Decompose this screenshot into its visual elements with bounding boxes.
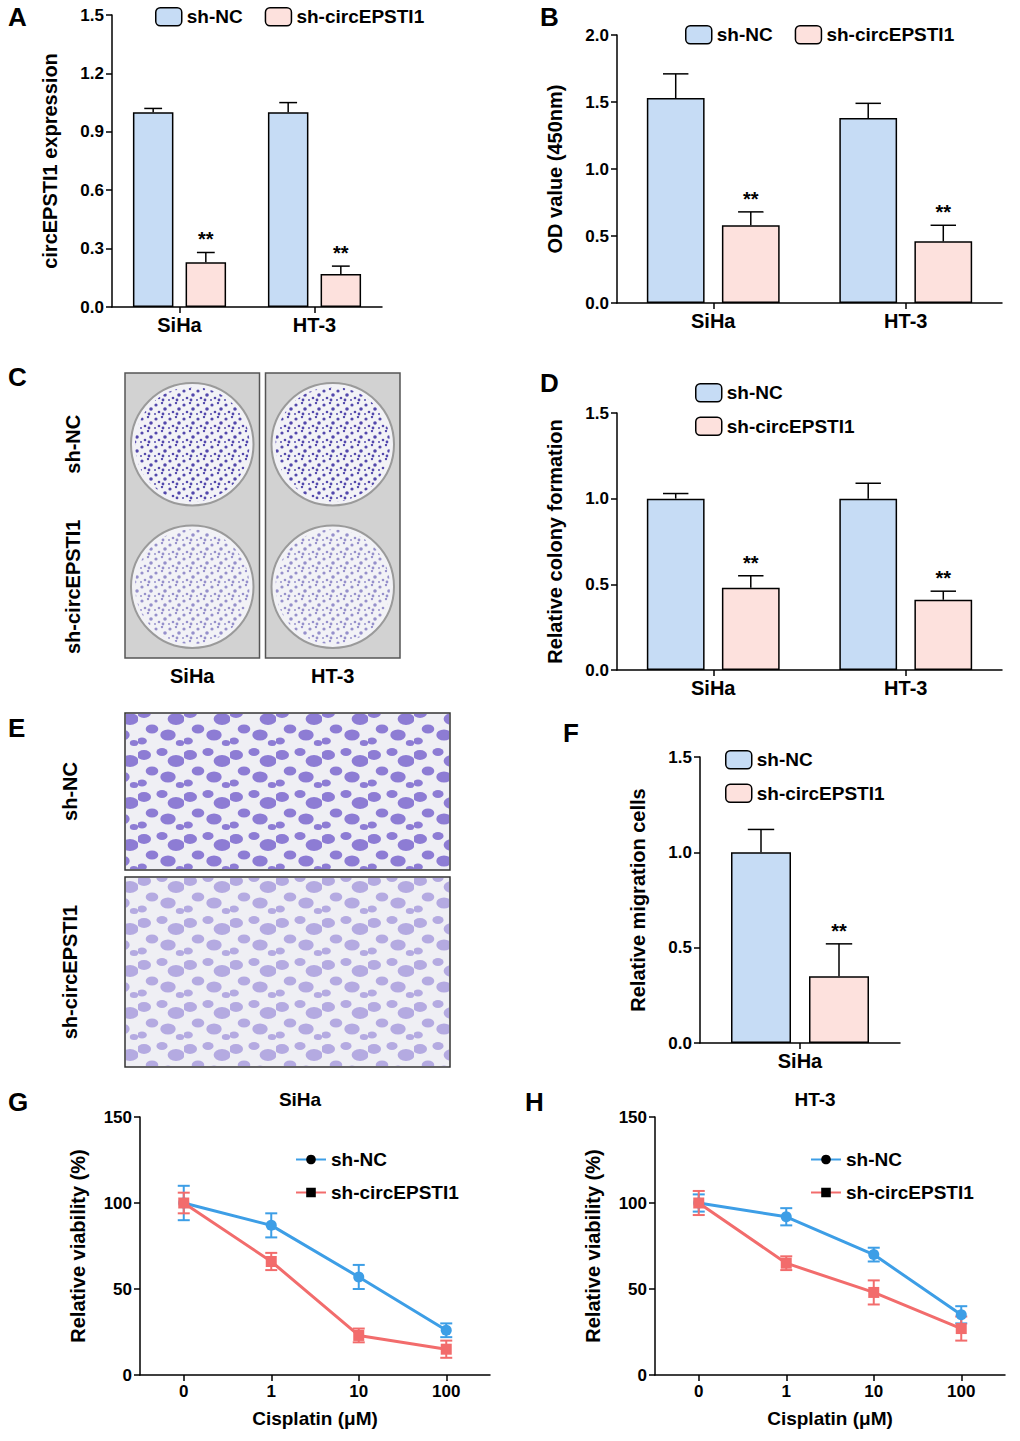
html-text:H: H	[525, 1087, 544, 1117]
svg-text:0.5: 0.5	[585, 575, 609, 594]
svg-text:**: **	[333, 242, 349, 264]
svg-text:Relative viability (%): Relative viability (%)	[582, 1149, 604, 1342]
svg-text:SiHa: SiHa	[778, 1050, 823, 1072]
svg-text:100: 100	[619, 1194, 647, 1213]
svg-text:50: 50	[113, 1280, 132, 1299]
svg-text:**: **	[935, 567, 951, 589]
svg-text:100: 100	[432, 1382, 460, 1401]
svg-text:1.5: 1.5	[585, 404, 609, 423]
svg-text:sh-NC: sh-NC	[62, 415, 84, 474]
svg-text:Cisplatin (μM): Cisplatin (μM)	[252, 1408, 378, 1429]
html-text:B: B	[540, 2, 559, 32]
svg-text:**: **	[743, 552, 759, 574]
svg-text:sh-circEPSTI1: sh-circEPSTI1	[846, 1182, 974, 1203]
svg-text:SiHa: SiHa	[157, 314, 202, 336]
svg-text:100: 100	[947, 1382, 975, 1401]
svg-text:2.0: 2.0	[585, 26, 609, 45]
svg-text:sh-circEPSTI1: sh-circEPSTI1	[62, 519, 84, 654]
svg-text:SiHa: SiHa	[170, 665, 215, 687]
svg-text:sh-NC: sh-NC	[59, 762, 81, 821]
svg-text:sh-NC: sh-NC	[757, 749, 813, 770]
svg-text:150: 150	[619, 1108, 647, 1127]
svg-text:sh-NC: sh-NC	[187, 6, 243, 27]
svg-text:HT-3: HT-3	[884, 310, 927, 332]
svg-text:1.5: 1.5	[80, 6, 104, 25]
svg-text:0.0: 0.0	[585, 294, 609, 313]
html-text:A: A	[8, 2, 27, 32]
svg-text:1: 1	[267, 1382, 276, 1401]
svg-text:HT-3: HT-3	[293, 314, 336, 336]
svg-text:circEPSTI1 expression: circEPSTI1 expression	[39, 53, 61, 269]
svg-text:1.5: 1.5	[668, 748, 692, 767]
svg-text:10: 10	[349, 1382, 368, 1401]
svg-text:sh-circEPSTI1: sh-circEPSTI1	[757, 783, 885, 804]
html-text:F: F	[563, 718, 579, 748]
svg-text:0.0: 0.0	[80, 298, 104, 317]
html-text:E: E	[8, 713, 26, 743]
svg-text:sh-NC: sh-NC	[727, 382, 783, 403]
svg-text:HT-3: HT-3	[311, 665, 354, 687]
svg-text:Cisplatin (μM): Cisplatin (μM)	[767, 1408, 893, 1429]
svg-text:**: **	[198, 228, 214, 250]
svg-text:150: 150	[104, 1108, 132, 1127]
svg-text:0.6: 0.6	[80, 181, 104, 200]
svg-text:0: 0	[638, 1366, 647, 1385]
svg-text:SiHa: SiHa	[691, 310, 736, 332]
svg-text:0: 0	[123, 1366, 132, 1385]
svg-text:sh-circEPSTI1: sh-circEPSTI1	[331, 1182, 459, 1203]
svg-text:sh-circEPSTI1: sh-circEPSTI1	[296, 6, 424, 27]
svg-text:50: 50	[628, 1280, 647, 1299]
svg-text:sh-circEPSTI1: sh-circEPSTI1	[59, 905, 81, 1040]
html-text:D: D	[540, 368, 559, 398]
svg-text:sh-NC: sh-NC	[331, 1149, 387, 1170]
svg-text:Relative colony formation: Relative colony formation	[544, 419, 566, 664]
svg-text:sh-circEPSTI1: sh-circEPSTI1	[727, 416, 855, 437]
svg-text:1.2: 1.2	[80, 64, 104, 83]
svg-text:0: 0	[179, 1382, 188, 1401]
svg-text:0.5: 0.5	[585, 227, 609, 246]
svg-text:Relative viability (%): Relative viability (%)	[67, 1149, 89, 1342]
svg-text:10: 10	[864, 1382, 883, 1401]
svg-text:1.0: 1.0	[585, 160, 609, 179]
svg-text:100: 100	[104, 1194, 132, 1213]
svg-text:0.3: 0.3	[80, 239, 104, 258]
svg-text:**: **	[935, 201, 951, 223]
svg-text:0.0: 0.0	[668, 1034, 692, 1053]
html-text:G: G	[8, 1087, 29, 1117]
svg-text:Relative migration cells: Relative migration cells	[627, 788, 649, 1011]
svg-text:SiHa: SiHa	[691, 677, 736, 699]
svg-text:0.0: 0.0	[585, 661, 609, 680]
svg-text:0.5: 0.5	[668, 938, 692, 957]
svg-text:1: 1	[782, 1382, 791, 1401]
svg-text:sh-NC: sh-NC	[846, 1149, 902, 1170]
svg-text:1.0: 1.0	[668, 843, 692, 862]
svg-text:0: 0	[694, 1382, 703, 1401]
svg-text:1.0: 1.0	[585, 489, 609, 508]
svg-text:SiHa: SiHa	[279, 1089, 322, 1110]
svg-text:0.9: 0.9	[80, 122, 104, 141]
html-text:C: C	[8, 362, 27, 392]
svg-text:HT-3: HT-3	[884, 677, 927, 699]
svg-text:**: **	[743, 188, 759, 210]
svg-text:sh-circEPSTI1: sh-circEPSTI1	[826, 24, 954, 45]
svg-text:1.5: 1.5	[585, 93, 609, 112]
svg-text:sh-NC: sh-NC	[717, 24, 773, 45]
svg-text:**: **	[831, 920, 847, 942]
svg-text:OD value (450nm): OD value (450nm)	[544, 85, 566, 254]
svg-text:HT-3: HT-3	[794, 1089, 835, 1110]
